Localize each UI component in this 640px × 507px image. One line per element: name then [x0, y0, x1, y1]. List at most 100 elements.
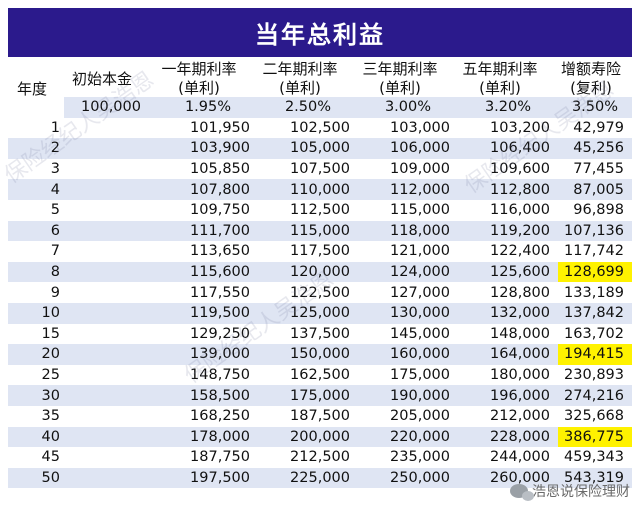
year-cell: 15 [8, 323, 64, 345]
principal-cell: 100,000 [64, 97, 158, 118]
value-cell: 42,979 [558, 117, 632, 139]
year-cell: 8 [8, 261, 64, 283]
value-cell: 122,500 [258, 282, 358, 303]
table-row: 50 197,500 225,000 250,000 260,000 543,319 [8, 467, 632, 489]
value-cell: 158,500 [158, 385, 258, 406]
value-cell: 459,343 [558, 447, 632, 468]
value-cell: 150,000 [258, 344, 358, 365]
value-cell: 194,415 [558, 344, 632, 365]
year-cell: 10 [8, 302, 64, 324]
value-cell: 113,650 [158, 241, 258, 262]
value-cell: 168,250 [158, 405, 258, 427]
header-col4-line2: (单利) [479, 79, 521, 97]
header-col2-line2: (单利) [279, 79, 321, 97]
principal-empty-cell [64, 117, 158, 139]
table-row: 25 148,750 162,500 175,000 180,000 230,893 [8, 364, 632, 386]
principal-empty-cell [64, 364, 158, 386]
principal-empty-cell [64, 261, 158, 283]
value-cell: 96,898 [558, 199, 632, 221]
year-cell: 9 [8, 282, 64, 303]
value-cell: 112,500 [258, 199, 358, 221]
table-row: 1 101,950 102,500 103,000 103,200 42,979 [8, 117, 632, 139]
principal-empty-cell [64, 385, 158, 406]
value-cell: 162,500 [258, 364, 358, 386]
value-cell: 105,850 [158, 158, 258, 180]
table-row: 6 111,700 115,000 118,000 119,200 107,136 [8, 220, 632, 242]
value-cell: 101,950 [158, 117, 258, 139]
value-cell: 175,000 [258, 385, 358, 406]
value-cell: 543,319 [558, 467, 632, 489]
table-row: 15 129,250 137,500 145,000 148,000 163,702 [8, 323, 632, 345]
table-row: 30 158,500 175,000 190,000 196,000 274,216 [8, 385, 632, 406]
rate-cell: 1.95% [158, 97, 258, 118]
header-col4-line1: 五年期利率 [462, 60, 538, 78]
value-cell: 121,000 [358, 241, 458, 262]
table-row: 5 109,750 112,500 115,000 116,000 96,898 [8, 199, 632, 221]
header-col1-line1: 一年期利率 [161, 60, 237, 78]
year-cell: 2 [8, 138, 64, 159]
value-cell: 125,600 [458, 261, 558, 283]
page-title: 当年总利益 [8, 8, 632, 57]
value-cell: 106,000 [358, 138, 458, 159]
header-col2: 二年期利率 (单利) [250, 60, 350, 98]
value-cell: 122,400 [458, 241, 558, 262]
value-cell: 128,699 [558, 261, 632, 283]
value-cell: 103,200 [458, 117, 558, 139]
value-cell: 325,668 [558, 405, 632, 427]
value-cell: 230,893 [558, 364, 632, 386]
table-row: 2 103,900 105,000 106,000 106,400 45,256 [8, 138, 632, 159]
value-cell: 235,000 [358, 447, 458, 468]
principal-empty-cell [64, 241, 158, 262]
principal-empty-cell [64, 138, 158, 159]
table-row: 7 113,650 117,500 121,000 122,400 117,742 [8, 241, 632, 262]
header-col4: 五年期利率 (单利) [450, 60, 550, 98]
value-cell: 116,000 [458, 199, 558, 221]
header-col5: 增额寿险 (复利) [550, 60, 632, 98]
value-cell: 125,000 [258, 302, 358, 324]
value-cell: 225,000 [258, 467, 358, 489]
value-cell: 145,000 [358, 323, 458, 345]
header-principal: 初始本金 [71, 70, 132, 88]
table-row: 20 139,000 150,000 160,000 164,000 194,415 [8, 344, 632, 365]
footer-text: 浩恩说保险理财 [532, 484, 630, 500]
value-cell: 119,500 [158, 302, 258, 324]
value-cell: 228,000 [458, 426, 558, 448]
year-cell: 5 [8, 199, 64, 221]
value-cell: 148,750 [158, 364, 258, 386]
principal-empty-cell [64, 199, 158, 221]
value-cell: 260,000 [458, 467, 558, 489]
wechat-icon [510, 484, 534, 501]
value-cell: 77,455 [558, 158, 632, 180]
principal-empty-cell [64, 426, 158, 448]
value-cell: 137,842 [558, 302, 632, 324]
value-cell: 250,000 [358, 467, 458, 489]
value-cell: 109,750 [158, 199, 258, 221]
base-row-empty [8, 97, 64, 118]
rate-cell: 3.20% [458, 97, 558, 118]
principal-empty-cell [64, 447, 158, 468]
value-cell: 109,600 [458, 158, 558, 180]
header-col1: 一年期利率 (单利) [148, 60, 250, 98]
year-cell: 20 [8, 344, 64, 365]
table-row: 40 178,000 200,000 220,000 228,000 386,775 [8, 426, 632, 448]
value-cell: 87,005 [558, 179, 632, 200]
value-cell: 119,200 [458, 220, 558, 242]
value-cell: 128,800 [458, 282, 558, 303]
value-cell: 117,742 [558, 241, 632, 262]
value-cell: 118,000 [358, 220, 458, 242]
principal-empty-cell [64, 158, 158, 180]
value-cell: 103,000 [358, 117, 458, 139]
value-cell: 196,000 [458, 385, 558, 406]
value-cell: 107,800 [158, 179, 258, 200]
year-cell: 45 [8, 447, 64, 468]
year-cell: 4 [8, 179, 64, 200]
year-cell: 1 [8, 117, 64, 139]
rate-cell: 2.50% [258, 97, 358, 118]
value-cell: 244,000 [458, 447, 558, 468]
value-cell: 105,000 [258, 138, 358, 159]
rate-cell: 3.50% [558, 97, 632, 118]
header-col2-line1: 二年期利率 [262, 60, 338, 78]
year-cell: 6 [8, 220, 64, 242]
value-cell: 148,000 [458, 323, 558, 345]
value-cell: 200,000 [258, 426, 358, 448]
